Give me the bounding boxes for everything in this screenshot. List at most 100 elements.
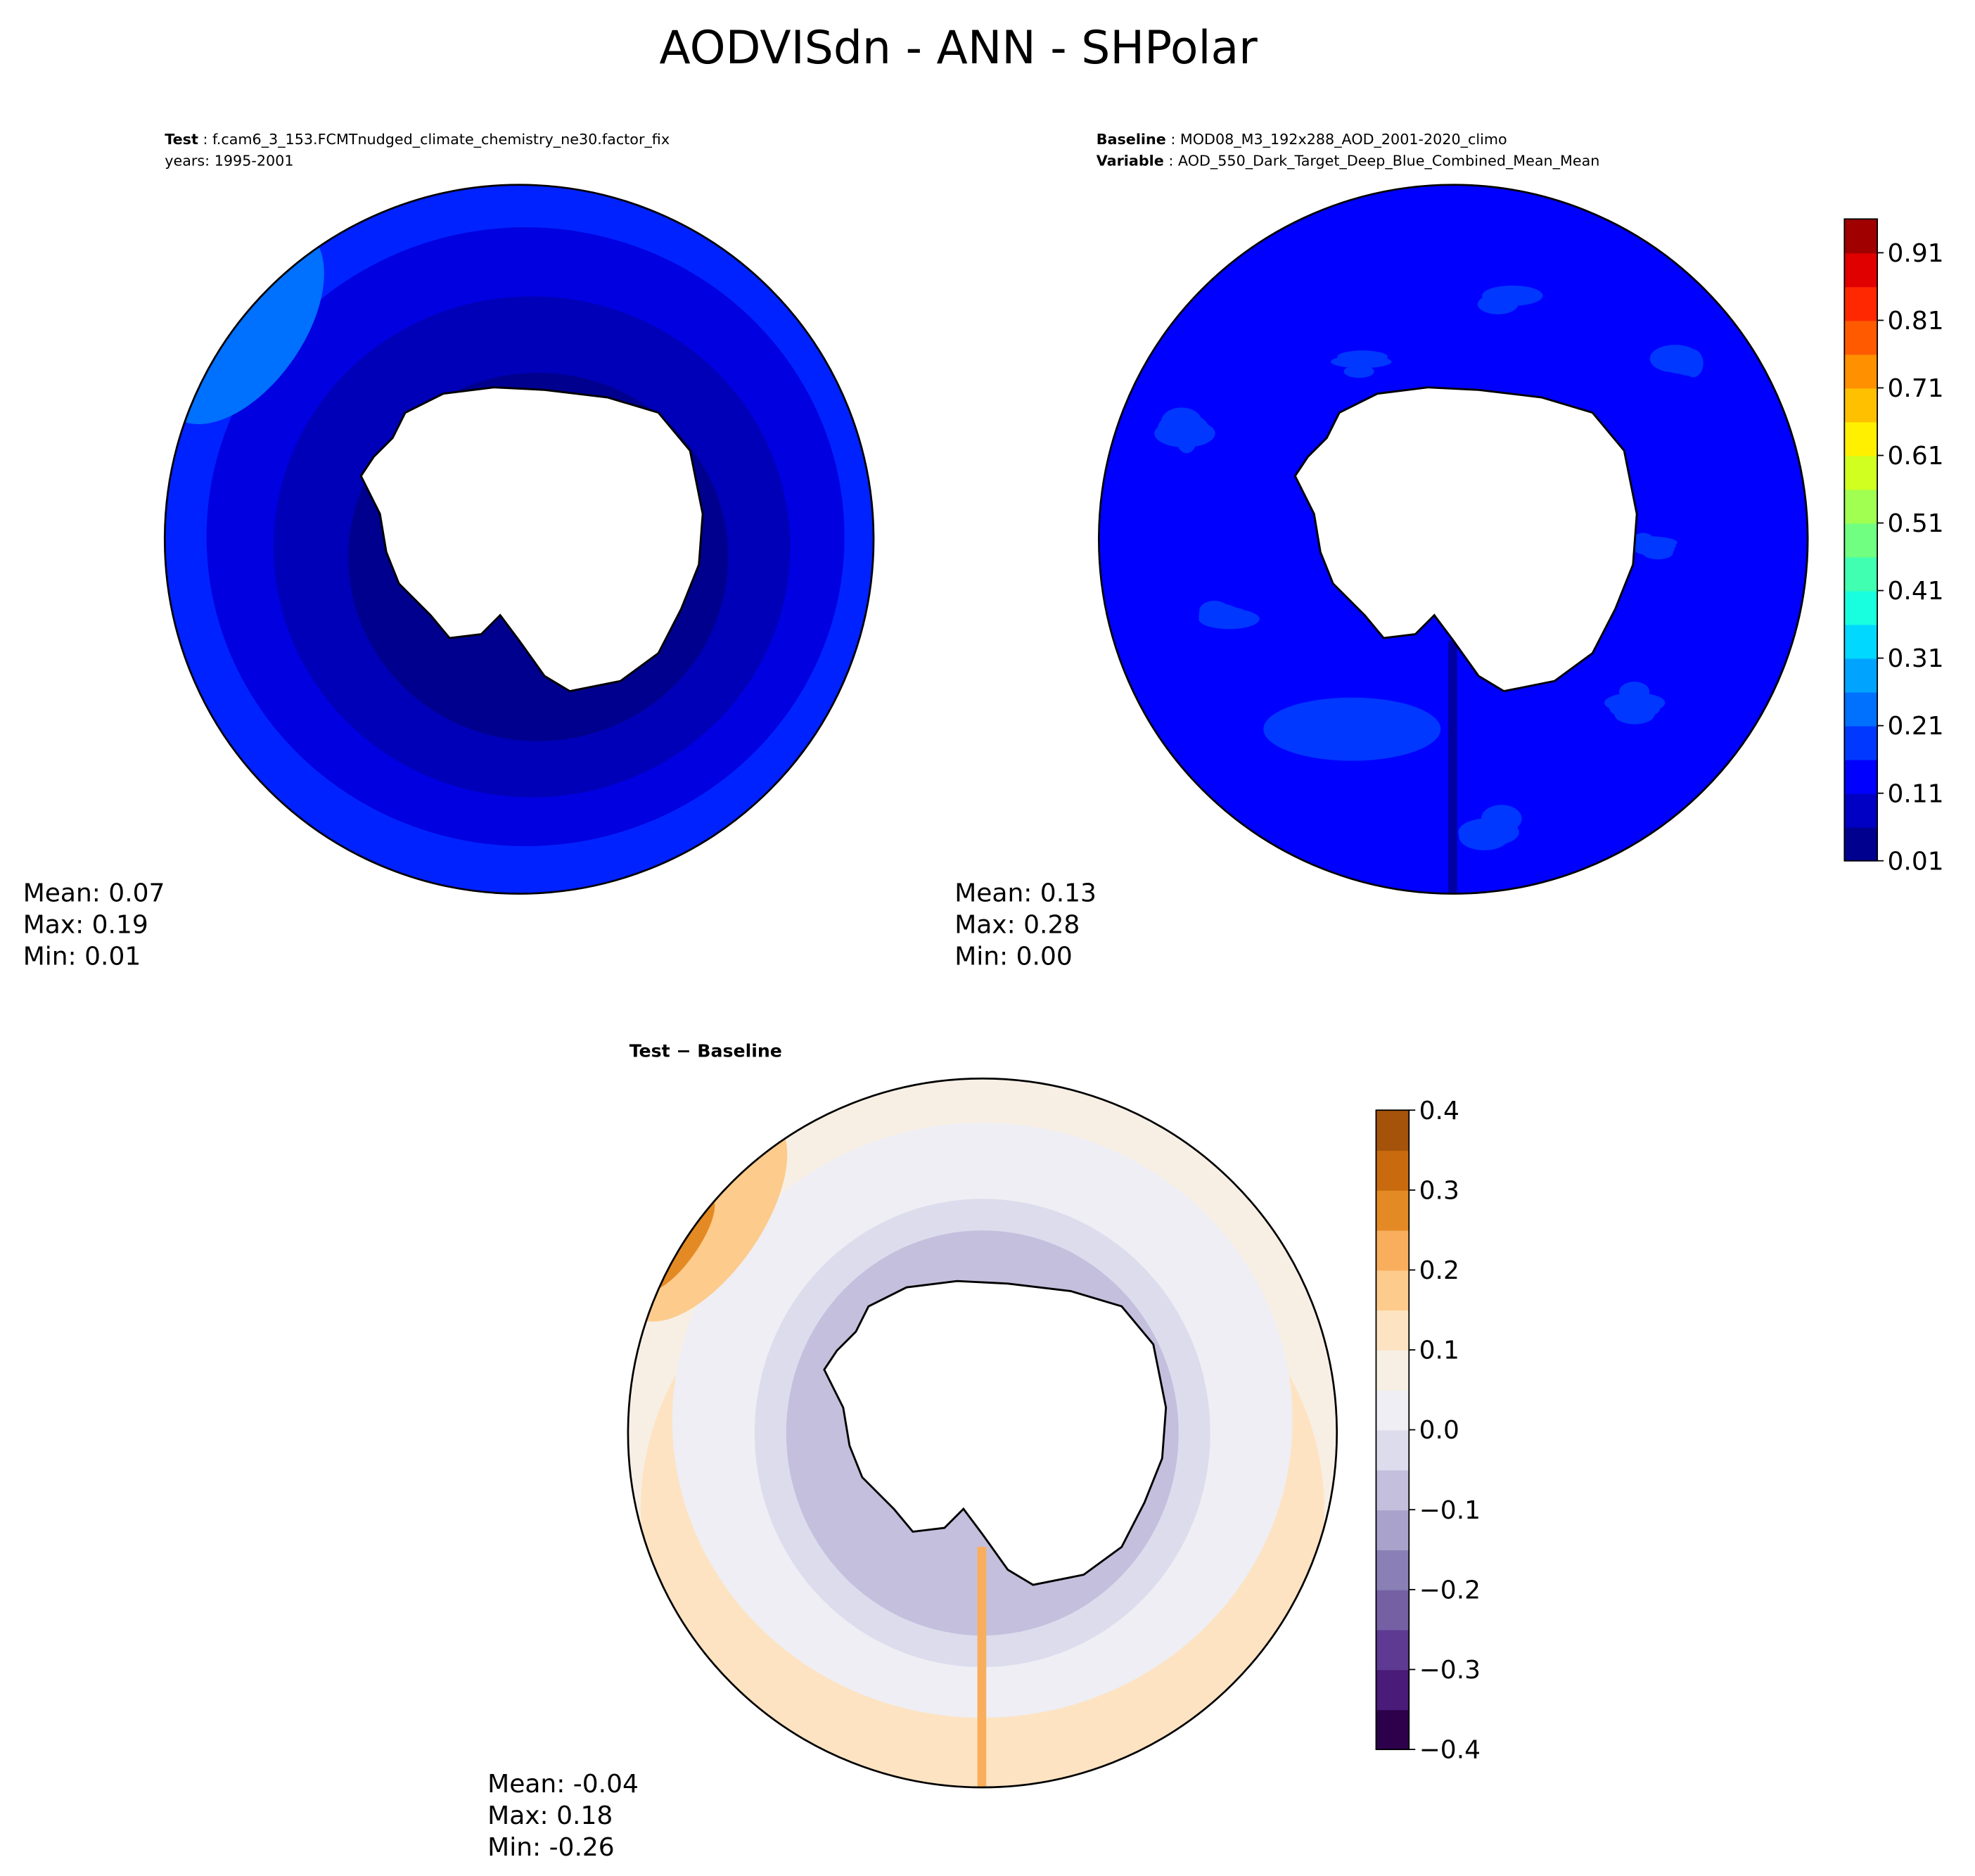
colorbar-tick-label: −0.4 xyxy=(1419,1736,1481,1765)
baseline-header: Baseline : MOD08_M3_192x288_AOD_2001-202… xyxy=(1097,131,1507,148)
colorbar-tick-label: 0.81 xyxy=(1888,307,1944,336)
test-case-name: f.cam6_3_153.FCMTnudged_climate_chemistr… xyxy=(212,131,670,148)
test-mean: Mean: 0.07 xyxy=(23,879,165,907)
baseline-map xyxy=(1098,184,1809,895)
colorbar-bin xyxy=(1844,556,1878,592)
colorbar-bin xyxy=(1844,455,1878,490)
colorbar-bin xyxy=(1376,1629,1410,1671)
contour-patch xyxy=(1642,547,1673,560)
test-header: Test : f.cam6_3_153.FCMTnudged_climate_c… xyxy=(165,131,670,148)
baseline-min: Min: 0.00 xyxy=(954,942,1073,971)
antarctica-coastline xyxy=(359,386,704,693)
contour-patch xyxy=(1263,697,1441,761)
colorbar-bin xyxy=(1376,1469,1410,1511)
test-map xyxy=(163,184,875,895)
contour-patch xyxy=(1161,407,1202,436)
test-min: Min: 0.01 xyxy=(23,942,141,971)
contour-patch xyxy=(1337,350,1388,364)
colorbar-bin xyxy=(1844,354,1878,389)
colorbar-tick-label: −0.3 xyxy=(1419,1656,1481,1685)
diff-header: Test − Baseline xyxy=(629,1041,782,1061)
panel-baseline: Baseline : MOD08_M3_192x288_AOD_2001-202… xyxy=(954,131,1943,971)
colorbar-main: 0.01 0.11 0.21 0.31 0.41 0.51 0.61 0.71 0.81 0.91 xyxy=(1843,218,1944,876)
header-separator: : xyxy=(1164,153,1178,170)
colorbar-bin xyxy=(1844,253,1878,288)
map-boundary xyxy=(163,184,875,895)
colorbar-tick-label: −0.2 xyxy=(1419,1576,1481,1604)
colorbar-bin xyxy=(1844,320,1878,355)
colorbar-frame xyxy=(1843,218,1879,862)
contour-patch xyxy=(1459,822,1510,850)
panel-test: Test : f.cam6_3_153.FCMTnudged_climate_c… xyxy=(23,131,875,971)
baseline-mean: Mean: 0.13 xyxy=(954,879,1097,907)
baseline-name: MOD08_M3_192x288_AOD_2001-2020_climo xyxy=(1180,131,1507,148)
contour-patch xyxy=(1482,285,1543,306)
contour-patch xyxy=(1199,600,1230,621)
colorbar-tick-label: 0.51 xyxy=(1888,509,1944,538)
map-boundary xyxy=(1098,184,1809,895)
contour-patch xyxy=(977,1547,987,1788)
diff-max: Max: 0.18 xyxy=(487,1801,613,1830)
colorbar-bin xyxy=(1376,1589,1410,1631)
diff-min: Min: -0.26 xyxy=(487,1833,615,1862)
baseline-max: Max: 0.28 xyxy=(954,910,1080,939)
colorbar-tick-label: 0.1 xyxy=(1419,1336,1459,1365)
colorbar-bin xyxy=(1844,219,1878,254)
colorbar-bin xyxy=(1844,489,1878,524)
antarctica-coastline xyxy=(1293,386,1638,693)
colorbar-bin xyxy=(1376,1669,1410,1711)
colorbar-bin xyxy=(1376,1310,1410,1351)
colorbar-bin xyxy=(1376,1550,1410,1590)
colorbar-tick-label: 0.31 xyxy=(1888,644,1944,673)
contour-patch xyxy=(1682,349,1704,378)
colorbar-bin xyxy=(1844,691,1878,727)
colorbar-tick-label: 0.91 xyxy=(1888,239,1944,268)
colorbar-bin xyxy=(1844,286,1878,321)
colorbar-bin xyxy=(1376,1429,1410,1471)
map-boundary xyxy=(627,1077,1338,1789)
baseline-label: Baseline xyxy=(1097,131,1166,148)
colorbar-bin xyxy=(1844,523,1878,558)
header-separator: : xyxy=(198,131,212,148)
colorbar-bin xyxy=(1376,1510,1410,1550)
diff-map xyxy=(627,1077,1338,1789)
colorbar-bin xyxy=(1376,1389,1410,1431)
colorbar-bin xyxy=(1844,590,1878,625)
colorbar-diff: −0.4 −0.3 −0.2 −0.1 0.0 0.1 0.2 0.3 0.4 xyxy=(1375,1097,1481,1765)
colorbar-bin xyxy=(1376,1150,1410,1191)
diff-mean: Mean: -0.04 xyxy=(487,1770,639,1799)
colorbar-bin xyxy=(1376,1110,1410,1151)
header-separator: : xyxy=(1166,131,1180,148)
figure-title: AODVISdn - ANN - SHPolar xyxy=(659,22,1258,75)
colorbar-bin xyxy=(1844,421,1878,457)
variable-name: AOD_550_Dark_Target_Deep_Blue_Combined_M… xyxy=(1178,153,1599,170)
test-years: years: 1995-2001 xyxy=(165,153,293,170)
colorbar-bin xyxy=(1844,793,1878,828)
colorbar-tick-label: 0.3 xyxy=(1419,1176,1459,1205)
colorbar-tick-label: 0.2 xyxy=(1419,1256,1459,1285)
colorbar-tick-label: 0.11 xyxy=(1888,779,1944,808)
colorbar-bin xyxy=(1376,1189,1410,1231)
colorbar-bin xyxy=(1844,827,1878,862)
colorbar-bin xyxy=(1844,759,1878,794)
colorbar-bin xyxy=(1376,1350,1410,1391)
test-label: Test xyxy=(165,131,198,148)
variable-header: Variable : AOD_550_Dark_Target_Deep_Blue… xyxy=(1097,153,1600,170)
colorbar-bin xyxy=(1376,1230,1410,1271)
contour-patch xyxy=(1448,640,1457,894)
colorbar-tick-label: 0.4 xyxy=(1419,1097,1459,1125)
contour-patch xyxy=(1614,703,1655,725)
panel-diff: Test − Baseline Mean: -0.04 Max: 0.18 Mi… xyxy=(487,1041,1481,1863)
colorbar-tick-label: 0.01 xyxy=(1888,847,1944,876)
colorbar-bin xyxy=(1844,725,1878,760)
test-max: Max: 0.19 xyxy=(23,910,148,939)
variable-label: Variable xyxy=(1097,153,1164,170)
colorbar-tick-label: 0.0 xyxy=(1419,1416,1459,1445)
antarctica-coastline xyxy=(823,1280,1168,1586)
colorbar-tick-label: 0.61 xyxy=(1888,442,1944,471)
colorbar-bin xyxy=(1376,1709,1410,1750)
colorbar-bin xyxy=(1844,658,1878,693)
colorbar-bin xyxy=(1376,1270,1410,1311)
colorbar-tick-label: 0.71 xyxy=(1888,374,1944,403)
